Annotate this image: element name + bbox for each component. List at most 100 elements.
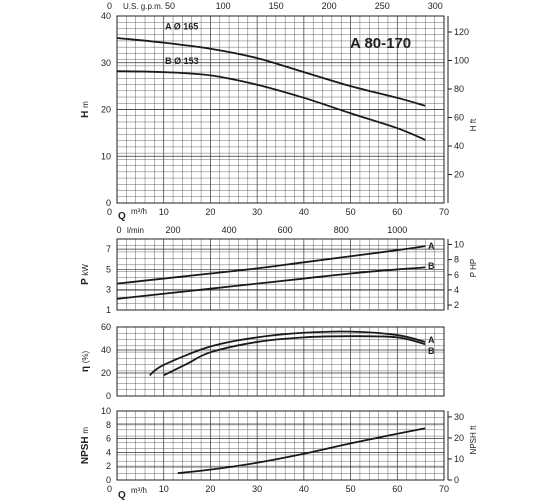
- x-axis-unit-head: m³/h: [131, 207, 147, 216]
- x-tick-label-head: 70: [439, 207, 449, 217]
- x-tick-label-npsh: 0: [107, 484, 112, 494]
- curve-label-efficiency-A: A: [428, 335, 435, 345]
- right-tick-label-npsh: 30: [454, 412, 464, 422]
- right-tick-label-power: 2: [454, 300, 459, 310]
- x-tick-label-head: 30: [252, 207, 262, 217]
- right-tick-label-head: 120: [454, 27, 469, 37]
- gpm-tick-label: 150: [269, 1, 284, 11]
- curve-head-A: [116, 37, 426, 107]
- right-tick-label-head: 40: [454, 141, 464, 151]
- y-axis-unit: kW: [81, 264, 90, 276]
- x-axis-unit-npsh: m³/h: [131, 486, 147, 495]
- curve-label-head-B: B Ø 153: [165, 56, 199, 66]
- plot-frame-npsh: [116, 410, 445, 481]
- x-tick-label-npsh: 30: [252, 484, 262, 494]
- y-tick-label-npsh: 0: [106, 475, 111, 485]
- lmin-tick-label: 200: [166, 225, 181, 235]
- y-tick-label-power: 5: [106, 264, 111, 274]
- y-tick-label-head: 10: [101, 151, 111, 161]
- y-tick-label-head: 0: [106, 198, 111, 208]
- y-tick-label-npsh: 6: [106, 434, 111, 444]
- y-tick-label-power: 7: [106, 244, 111, 254]
- gpm-tick-label: 100: [216, 1, 231, 11]
- y-tick-label-npsh: 2: [106, 461, 111, 471]
- x-tick-label-npsh: 70: [439, 484, 449, 494]
- gpm-tick-label: 50: [165, 1, 175, 11]
- right-tick-label-npsh: 20: [454, 433, 464, 443]
- x-tick-label-head: 60: [392, 207, 402, 217]
- curve-power-B: [116, 266, 426, 300]
- right-axis-label-power: P HP: [469, 259, 478, 278]
- right-axis-label-npsh: NPSH ft: [469, 425, 478, 455]
- y-axis-label-power: P kW: [80, 264, 91, 285]
- x-tick-label-head: 20: [205, 207, 215, 217]
- y-axis-label-efficiency: η (%): [80, 351, 91, 373]
- plot-area-npsh: [117, 411, 444, 480]
- y-tick-label-efficiency: 60: [101, 322, 111, 332]
- y-tick-label-npsh: 8: [106, 420, 111, 430]
- right-tick-label-npsh: 0: [454, 475, 459, 485]
- right-tick-label-npsh: 10: [454, 454, 464, 464]
- curve-label-head-A: A Ø 165: [165, 22, 198, 32]
- lmin-tick-label: 0: [116, 225, 121, 235]
- right-tick-label-head: 60: [454, 113, 464, 123]
- y-tick-label-efficiency: 0: [106, 391, 111, 401]
- gpm-tick-label: 0: [107, 1, 112, 11]
- y-axis-name: P: [80, 276, 91, 285]
- y-axis-unit: m: [81, 101, 90, 108]
- plot-frame-head: [116, 15, 445, 204]
- x-tick-label-npsh: 60: [392, 484, 402, 494]
- y-tick-label-head: 30: [101, 58, 111, 68]
- y-tick-label-efficiency: 20: [101, 368, 111, 378]
- x-tick-label-npsh: 40: [299, 484, 309, 494]
- right-tick-label-power: 10: [454, 240, 464, 250]
- gpm-tick-label: 200: [322, 1, 337, 11]
- right-tick-label-head: 100: [454, 56, 469, 66]
- x-tick-label-head: 0: [107, 207, 112, 217]
- y-axis-name: H: [80, 108, 91, 118]
- x-axis-name-npsh: Q: [118, 490, 126, 501]
- lmin-tick-label: 800: [334, 225, 349, 235]
- y-tick-label-efficiency: 40: [101, 345, 111, 355]
- x-tick-label-npsh: 10: [159, 484, 169, 494]
- y-tick-label-head: 40: [101, 11, 111, 21]
- y-tick-label-npsh: 4: [106, 447, 111, 457]
- lmin-tick-label: 400: [222, 225, 237, 235]
- x-axis-name-head: Q: [118, 211, 126, 222]
- y-tick-label-power: 3: [106, 285, 111, 295]
- y-axis-label-npsh: NPSH m: [80, 427, 91, 465]
- plot-frame-efficiency: [116, 326, 445, 397]
- x-tick-label-npsh: 50: [346, 484, 356, 494]
- y-tick-label-head: 20: [101, 105, 111, 115]
- y-axis-unit: (%): [81, 351, 90, 364]
- x-tick-label-head: 10: [159, 207, 169, 217]
- x-tick-label-head: 50: [346, 207, 356, 217]
- x-tick-label-head: 40: [299, 207, 309, 217]
- x-tick-label-npsh: 20: [205, 484, 215, 494]
- gpm-axis-label: U.S. g.p.m.: [123, 2, 163, 11]
- gpm-tick-label: 250: [375, 1, 390, 11]
- curve-npsh-npsh: [177, 427, 426, 474]
- y-axis-label-head: H m: [80, 101, 91, 118]
- y-axis-name: η: [80, 363, 91, 372]
- right-tick-label-head: 80: [454, 84, 464, 94]
- lmin-tick-label: 600: [278, 225, 293, 235]
- curve-head-B: [116, 70, 426, 141]
- curve-efficiency-B: [163, 335, 426, 377]
- lmin-tick-label: 1000: [387, 225, 407, 235]
- right-tick-label-power: 6: [454, 270, 459, 280]
- curve-label-power-B: B: [428, 261, 435, 271]
- curve-label-power-A: A: [428, 241, 435, 251]
- y-tick-label-power: 1: [106, 305, 111, 315]
- plot-frame-power: [116, 238, 445, 311]
- lmin-axis-label: l/min: [127, 226, 144, 235]
- curve-power-A: [116, 245, 426, 285]
- right-axis-label-head: H ft: [469, 118, 478, 131]
- y-axis-name: NPSH: [80, 434, 91, 465]
- right-tick-label-power: 8: [454, 255, 459, 265]
- right-tick-label-power: 4: [454, 285, 459, 295]
- curve-efficiency-A: [149, 330, 426, 377]
- curve-label-efficiency-B: B: [428, 346, 435, 356]
- chart-title: A 80-170: [350, 35, 411, 52]
